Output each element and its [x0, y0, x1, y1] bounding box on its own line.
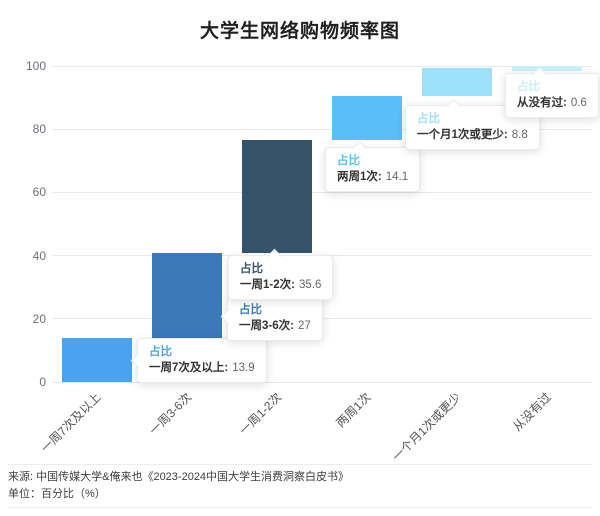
tooltip-series-name: 占比: [239, 304, 262, 316]
bar[interactable]: [422, 67, 492, 96]
gridline: [52, 65, 592, 67]
tooltip-series-name: 占比: [149, 346, 172, 358]
y-axis-tick-label: 80: [32, 122, 46, 137]
gridline: [52, 191, 592, 193]
tooltip-value-line: 一周3-6次: 27: [239, 318, 311, 334]
tooltip-value-line: 从没有过: 0.6: [517, 95, 587, 111]
tooltip-category: 一周3-6次:: [239, 320, 294, 332]
tooltip-category: 从没有过:: [517, 97, 567, 109]
y-axis-tick-label: 20: [32, 311, 46, 326]
chart-title: 大学生网络购物频率图: [199, 21, 400, 42]
y-axis-tick-label: 0: [39, 375, 46, 389]
tooltip: 占比一周7次及以上: 13.9: [130, 338, 267, 383]
bar[interactable]: [242, 140, 312, 253]
divider: [8, 507, 592, 508]
tooltip-series-name: 占比: [417, 113, 440, 125]
tooltip-arrow: [130, 352, 146, 369]
tooltip-arrow: [220, 308, 236, 325]
divider: [8, 464, 592, 465]
tooltip-value-line: 一周1-2次: 35.6: [240, 277, 321, 293]
tooltip-series-name: 占比: [337, 155, 360, 167]
gridline: [52, 381, 592, 383]
bar[interactable]: [62, 338, 132, 382]
tooltip-value-line: 一周7次及以上: 13.9: [149, 360, 255, 376]
tooltip-category: 一个月1次或更少:: [417, 129, 508, 141]
source-text: 来源: 中国传媒大学&俺来也《2023-2024中国大学生消费洞察白皮书》: [8, 471, 350, 483]
tooltip: 占比从没有过: 0.6: [505, 66, 599, 118]
tooltip-series-name: 占比: [517, 81, 540, 93]
tooltip: 占比两周1次: 14.1: [325, 140, 421, 192]
tooltip-category: 一周1-2次:: [240, 279, 295, 291]
tooltip: 占比一周3-6次: 27: [220, 296, 323, 341]
tooltip-value-line: 一个月1次或更少: 8.8: [417, 127, 528, 143]
y-axis-tick-label: 60: [32, 185, 46, 200]
bar[interactable]: [512, 66, 582, 71]
tooltip-value: 27: [297, 320, 311, 332]
y-axis-tick-label: 40: [32, 248, 46, 263]
tooltip-series-name: 占比: [240, 263, 263, 275]
tooltip-category: 一周7次及以上:: [149, 362, 229, 374]
tooltip-value: 14.1: [385, 171, 409, 183]
gridline: [52, 128, 592, 130]
tooltip-category: 两周1次:: [337, 171, 382, 183]
unit-text: 单位：百分比（%）: [8, 488, 106, 500]
tooltip-value: 0.6: [570, 97, 587, 109]
tooltip: 占比一周1-2次: 35.6: [228, 248, 334, 300]
bar[interactable]: [152, 252, 222, 339]
y-axis-tick-label: 100: [25, 59, 46, 73]
tooltip-value: 8.8: [511, 129, 528, 141]
tooltip-value: 35.6: [298, 279, 322, 291]
bar[interactable]: [332, 95, 402, 141]
tooltip-value: 13.9: [232, 362, 255, 374]
tooltip-value-line: 两周1次: 14.1: [337, 169, 408, 185]
